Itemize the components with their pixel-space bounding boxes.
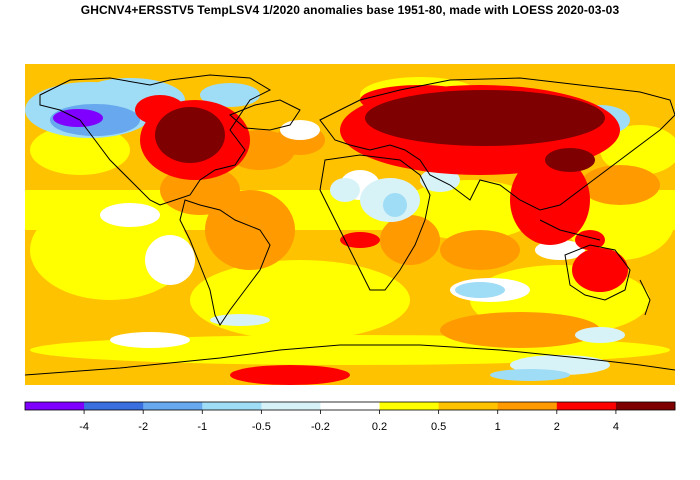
legend-tick-label: -1 [197,421,208,433]
legend-frame [24,401,676,411]
alaska-cold-anomaly [53,109,103,127]
color-legend [24,401,676,414]
legend-tick-label: -0.2 [310,421,330,433]
legend-tick-label: 0.2 [371,421,388,433]
coastlines [25,74,675,376]
legend-swatch [497,402,558,410]
legend-swatch [84,402,144,410]
map-title: GHCNV4+ERSSTV5 TempLSV4 1/2020 anomalies… [80,3,620,17]
anomaly-field [25,64,675,385]
legend-swatch [143,402,203,410]
legend-swatch [379,402,440,410]
legend-tick-label: 4 [612,421,619,433]
legend-tick-label: -2 [138,421,149,433]
extreme-positive-areas [155,90,605,172]
legend-swatch [615,402,676,410]
legend-tick-label: 2 [553,421,560,433]
legend-tick-label: -4 [79,421,89,433]
legend-swatch [556,402,617,410]
legend-tick-label: -0.5 [251,421,271,433]
legend-swatch [320,402,381,410]
legend-tick-label: 1 [494,421,501,433]
legend-swatch [25,402,85,410]
legend-swatch [202,402,262,410]
legend-swatch [261,402,321,410]
legend-tick-label: 0.5 [430,421,447,433]
legend-swatch [438,402,499,410]
